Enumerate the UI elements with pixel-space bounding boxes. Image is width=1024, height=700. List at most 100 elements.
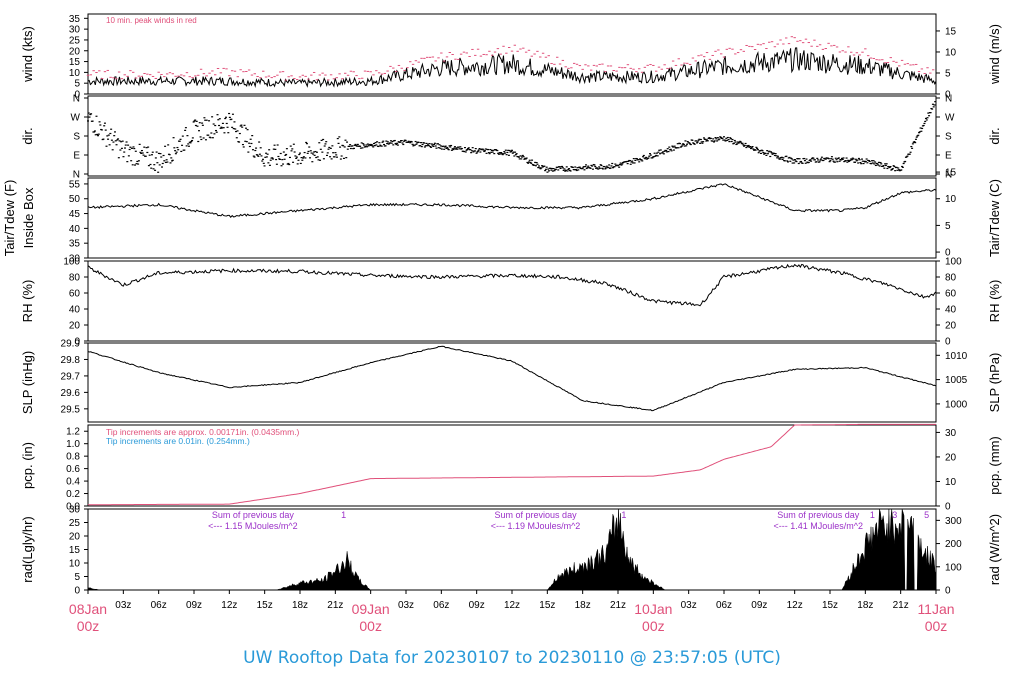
panel-frame-slp — [87, 342, 937, 423]
ylabel-right: dir. — [987, 127, 1002, 144]
ytick-label-left: E — [73, 151, 80, 162]
ytick-label-left: 0.6 — [66, 464, 80, 475]
ytick-label-left: 35 — [69, 239, 81, 250]
ytick-label-right: 1005 — [945, 375, 968, 386]
ytick-label-right: 0 — [945, 90, 951, 101]
xtick-label: 09z — [186, 600, 202, 611]
ytick-label-right: 20 — [945, 452, 957, 463]
ytick-label-right: 1000 — [945, 399, 968, 410]
xtick-label: 18z — [575, 600, 591, 611]
ylabel-left: RH (%) — [20, 280, 35, 323]
ylabel-right: wind (m/s) — [987, 24, 1002, 85]
panel-frame-rh — [87, 260, 937, 342]
series-temperature — [87, 183, 937, 218]
ytick-label-right: 15 — [945, 168, 957, 179]
xtick-label: 03z — [398, 600, 414, 611]
rad-sum-label: Sum of previous day — [212, 510, 295, 520]
ylabel-left: Tair/Tdew (F) — [2, 180, 17, 257]
ytick-label-right: 20 — [945, 321, 957, 332]
ytick-label-left: 0.2 — [66, 489, 80, 500]
series-peak-winds — [86, 36, 935, 81]
rad-sum-value: <--- 1.41 MJoules/m^2 — [773, 521, 863, 531]
panel-frame-dir — [87, 95, 937, 177]
xtick-label: 15z — [257, 600, 273, 611]
ylabel-left: dir. — [20, 127, 35, 144]
rad-marker: 1 — [870, 510, 875, 520]
ytick-label-left: 0.0 — [66, 502, 80, 513]
pcp-annotation: Tip increments are approx. 0.00171in. (0… — [106, 427, 300, 437]
xtick-label: 15z — [822, 600, 838, 611]
ylabel-left: wind (kts) — [20, 26, 35, 83]
xtick-label: 18z — [857, 600, 873, 611]
ytick-label-left: N — [73, 94, 80, 105]
panel-frame-wind — [87, 13, 937, 95]
xtick-label: 09z — [751, 600, 767, 611]
ytick-label-left: 1.2 — [66, 427, 80, 438]
rad-marker: 5 — [924, 510, 929, 520]
ytick-label-left: 0.4 — [66, 477, 80, 488]
ytick-label-left: 35 — [69, 14, 81, 25]
ylabel-left: rad(Lgly/hr) — [20, 516, 35, 582]
rad-sum-value: <--- 1.15 MJoules/m^2 — [208, 521, 298, 531]
ytick-label-left: 5 — [74, 572, 80, 583]
ytick-label-left: 60 — [69, 289, 81, 300]
ytick-label-left: 40 — [69, 305, 81, 316]
ytick-label-right: W — [945, 113, 955, 124]
ytick-label-left: 0 — [74, 586, 80, 597]
ytick-label-right: 0 — [945, 248, 951, 259]
ytick-label-left: 50 — [69, 194, 81, 205]
ytick-label-left: 29.5 — [61, 404, 81, 415]
ytick-label-left: 10 — [69, 68, 81, 79]
ytick-label-left: 30 — [69, 505, 81, 516]
xtick-label: 21z — [327, 600, 343, 611]
ytick-label-right: 60 — [945, 289, 957, 300]
ytick-label-left: 1.0 — [66, 439, 80, 450]
xtick-time: 00z — [359, 618, 382, 634]
ytick-label-left: 20 — [69, 321, 81, 332]
xtick-time: 00z — [642, 618, 665, 634]
ytick-label-right: 300 — [945, 516, 962, 527]
annotation-peak-winds: 10 min. peak winds in red — [106, 16, 197, 25]
ytick-label-right: 80 — [945, 273, 957, 284]
xtick-date: 10Jan — [634, 601, 672, 617]
rad-sum-label: Sum of previous day — [495, 510, 578, 520]
xtick-date: 11Jan — [917, 601, 954, 617]
series-wind-direction — [87, 101, 937, 173]
ytick-label-left: 5 — [74, 79, 80, 90]
meteogram: wind (kts) wind (m/s)05101520253035051015… — [2, 13, 1002, 634]
ytick-label-left: 30 — [69, 254, 81, 265]
ylabel-left: pcp. (in) — [20, 442, 35, 489]
xtick-label: 21z — [610, 600, 626, 611]
xtick-label: 18z — [292, 600, 308, 611]
xtick-label: 12z — [221, 600, 237, 611]
ylabel-right: RH (%) — [987, 280, 1002, 323]
ytick-label-left: 25 — [69, 35, 81, 46]
ytick-label-right: N — [945, 170, 952, 181]
ytick-label-left: 20 — [69, 532, 81, 543]
pcp-annotation: Tip increments are 0.01in. (0.254mm.) — [106, 436, 250, 446]
xtick-label: 15z — [539, 600, 555, 611]
rad-marker: 1 — [341, 510, 346, 520]
ytick-label-right: 10 — [945, 47, 957, 58]
ytick-label-right: 0 — [945, 586, 951, 597]
ytick-label-right: 100 — [945, 257, 962, 268]
rad-sum-label: Sum of previous day — [777, 510, 860, 520]
ytick-label-left: 29.7 — [61, 371, 81, 382]
xtick-label: 03z — [681, 600, 697, 611]
xtick-label: 12z — [504, 600, 520, 611]
ytick-label-left: W — [71, 113, 81, 124]
ytick-label-left: 0 — [74, 337, 80, 348]
series-slp — [87, 345, 937, 412]
ylabel-right: rad (W/m^2) — [987, 514, 1002, 585]
ytick-label-left: 100 — [63, 257, 80, 268]
ytick-label-right: 40 — [945, 305, 957, 316]
ytick-label-right: 1010 — [945, 351, 968, 362]
ytick-label-left: 40 — [69, 224, 81, 235]
ytick-label-right: 200 — [945, 539, 962, 550]
xtick-date: 08Jan — [69, 601, 107, 617]
ytick-label-right: 100 — [945, 562, 962, 573]
ytick-label-left: 29.8 — [61, 355, 81, 366]
ytick-label-left: S — [73, 132, 80, 143]
ytick-label-right: 5 — [945, 221, 951, 232]
ytick-label-right: E — [945, 151, 952, 162]
